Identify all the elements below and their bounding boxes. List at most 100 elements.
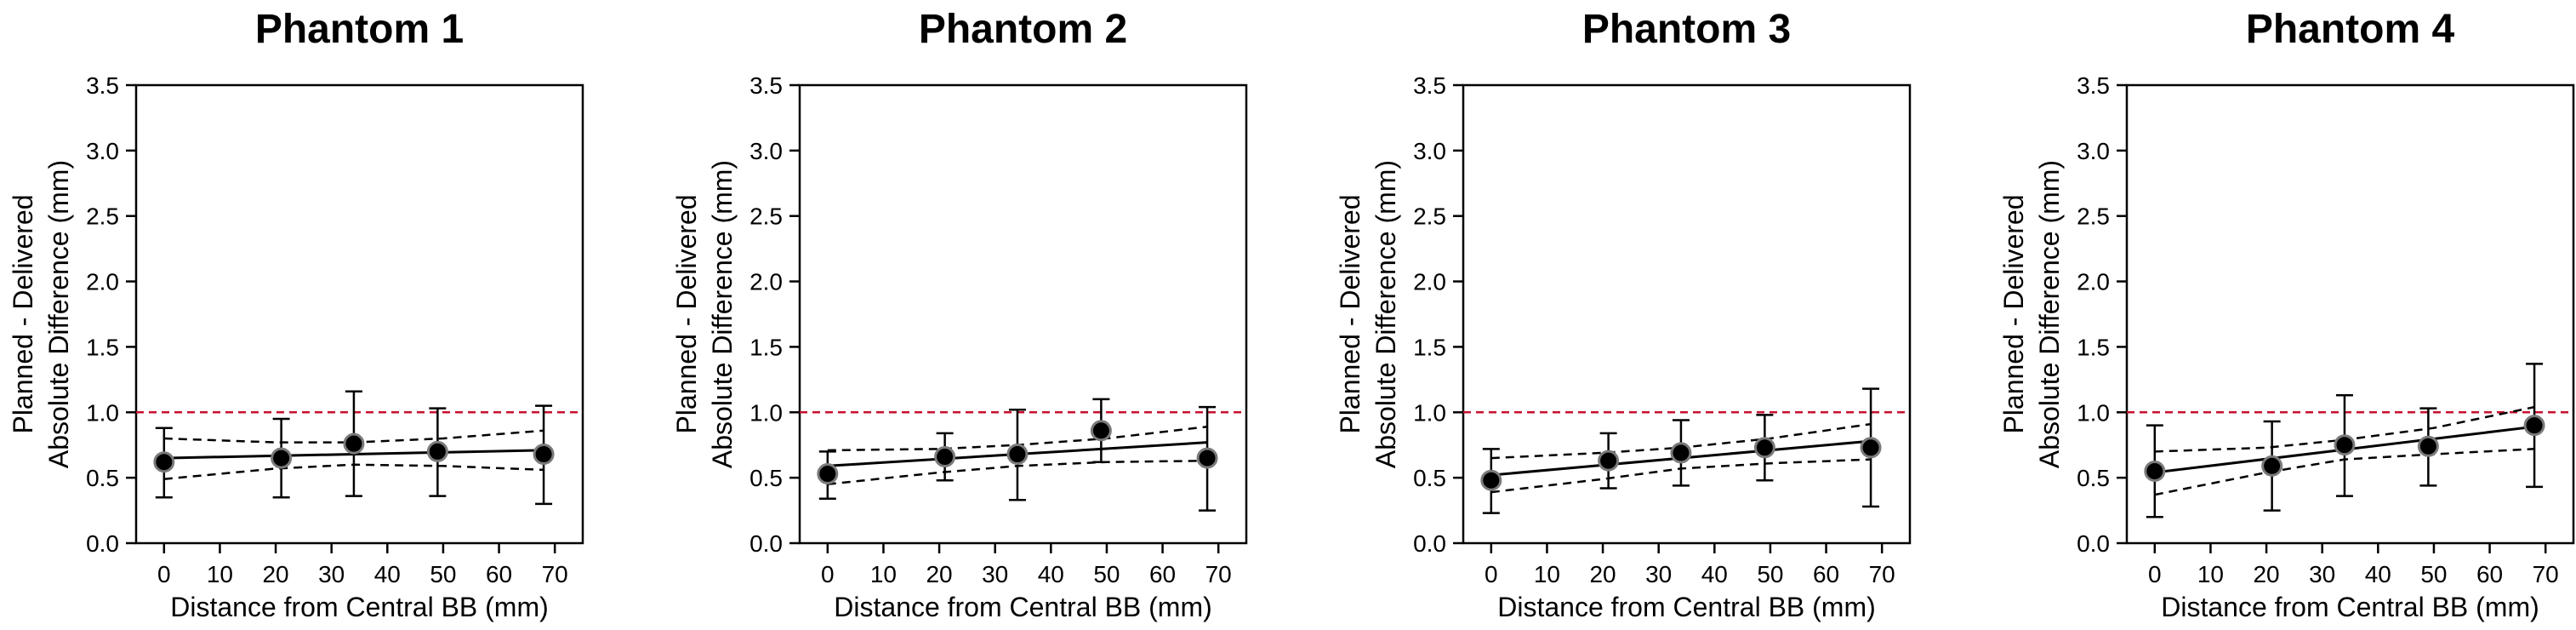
x-tick-label: 10 xyxy=(870,561,897,587)
data-point xyxy=(1753,437,1775,459)
y-tick-label: 3.5 xyxy=(2077,72,2110,99)
data-point xyxy=(1196,447,1218,469)
panel-2: Phantom 2 0.0 0.5 1.0 1.5 2.0 2.5 3.0 3.5 0 10 20 30… xyxy=(671,7,1248,622)
data-point xyxy=(2261,455,2283,477)
x-tick-label: 50 xyxy=(430,561,456,587)
panel-4: Phantom 4 0.0 0.5 1.0 1.5 2.0 2.5 3.0 3.5 0 10 20 30… xyxy=(1998,7,2575,622)
x-tick-label: 70 xyxy=(542,561,568,587)
plot-frame xyxy=(1462,83,1912,545)
data-point xyxy=(1090,420,1112,442)
y-tick-label: 1.0 xyxy=(749,399,783,426)
data-point xyxy=(2523,415,2545,437)
y-tick-label: 3.5 xyxy=(86,72,119,99)
y-axis-label-line-1: Planned - Delivered xyxy=(1998,194,2029,433)
x-tick-label: 70 xyxy=(1205,561,1232,587)
x-tick-label: 30 xyxy=(2309,561,2335,587)
x-axis-label: Distance from Central BB (mm) xyxy=(170,592,549,622)
x-tick-label: 0 xyxy=(157,561,171,587)
plot-frame xyxy=(134,83,584,545)
y-tick-label: 3.5 xyxy=(1413,72,1446,99)
x-tick-label: 30 xyxy=(1645,561,1672,587)
chart-title: Phantom 1 xyxy=(255,7,464,52)
y-tick-label: 0.5 xyxy=(749,465,783,491)
x-tick-label: 50 xyxy=(2420,561,2447,587)
y-tick-label: 2.5 xyxy=(2077,203,2110,230)
y-tick-label: 3.0 xyxy=(86,138,119,164)
y-tick-label: 2.0 xyxy=(86,269,119,295)
x-tick-label: 10 xyxy=(2197,561,2224,587)
x-tick-label: 50 xyxy=(1093,561,1120,587)
data-point xyxy=(817,463,839,485)
data-point xyxy=(153,451,175,473)
x-axis-label: Distance from Central BB (mm) xyxy=(2161,592,2539,622)
y-tick-label: 1.0 xyxy=(2077,399,2110,426)
y-axis-label-line-2: Absolute Difference (mm) xyxy=(707,160,738,468)
chart-title: Phantom 2 xyxy=(919,7,1127,52)
x-tick-label: 40 xyxy=(2365,561,2391,587)
y-tick-label: 2.0 xyxy=(1413,269,1446,295)
data-point xyxy=(2144,460,2166,482)
y-axis-label-line-1: Planned - Delivered xyxy=(671,194,702,433)
y-tick-label: 2.5 xyxy=(1413,203,1446,230)
y-tick-label: 1.0 xyxy=(1413,399,1446,426)
plot-frame xyxy=(798,83,1248,545)
y-tick-label: 0.0 xyxy=(86,530,119,557)
data-point xyxy=(2417,435,2439,457)
x-tick-label: 50 xyxy=(1757,561,1783,587)
x-tick-label: 20 xyxy=(262,561,288,587)
x-tick-label: 40 xyxy=(1038,561,1064,587)
y-axis-label-line-1: Planned - Delivered xyxy=(8,194,38,433)
x-axis-label: Distance from Central BB (mm) xyxy=(834,592,1212,622)
y-tick-label: 2.5 xyxy=(86,203,119,230)
data-point xyxy=(426,440,448,462)
data-point xyxy=(533,443,555,465)
y-tick-label: 1.5 xyxy=(1413,334,1446,360)
y-tick-label: 2.0 xyxy=(749,269,783,295)
y-axis-label-line-2: Absolute Difference (mm) xyxy=(2034,160,2065,468)
x-tick-label: 20 xyxy=(926,561,952,587)
x-tick-label: 60 xyxy=(1813,561,1839,587)
y-tick-label: 3.5 xyxy=(749,72,783,99)
data-point xyxy=(1670,442,1692,464)
y-axis-label-line-2: Absolute Difference (mm) xyxy=(1371,160,1401,468)
x-tick-label: 10 xyxy=(1534,561,1560,587)
y-tick-label: 0.0 xyxy=(1413,530,1446,557)
x-tick-label: 40 xyxy=(374,561,401,587)
x-tick-label: 20 xyxy=(2253,561,2279,587)
y-axis-label-line-2: Absolute Difference (mm) xyxy=(43,160,74,468)
y-tick-label: 2.0 xyxy=(2077,269,2110,295)
y-axis-label-line-1: Planned - Delivered xyxy=(1335,194,1365,433)
data-point xyxy=(934,446,956,468)
data-point xyxy=(1006,443,1029,465)
data-point xyxy=(2334,434,2356,456)
x-tick-label: 70 xyxy=(2533,561,2559,587)
x-tick-label: 30 xyxy=(982,561,1008,587)
data-point xyxy=(1480,469,1502,491)
y-tick-label: 0.5 xyxy=(2077,465,2110,491)
y-tick-label: 1.5 xyxy=(2077,334,2110,360)
data-point xyxy=(1860,437,1882,459)
y-tick-label: 1.5 xyxy=(86,334,119,360)
x-tick-label: 40 xyxy=(1701,561,1728,587)
x-tick-label: 0 xyxy=(1485,561,1498,587)
panel-3: Phantom 3 0.0 0.5 1.0 1.5 2.0 2.5 3.0 3.5 0 10 20 30… xyxy=(1335,7,1912,622)
y-tick-label: 0.5 xyxy=(86,465,119,491)
y-tick-label: 3.0 xyxy=(2077,138,2110,164)
y-tick-label: 3.0 xyxy=(749,138,783,164)
x-tick-label: 60 xyxy=(1149,561,1176,587)
x-tick-label: 0 xyxy=(2148,561,2162,587)
x-tick-label: 60 xyxy=(486,561,512,587)
y-tick-label: 0.0 xyxy=(749,530,783,557)
data-point xyxy=(343,432,365,455)
x-tick-label: 0 xyxy=(821,561,835,587)
y-tick-label: 0.5 xyxy=(1413,465,1446,491)
x-tick-label: 30 xyxy=(318,561,345,587)
data-point xyxy=(271,447,293,469)
chart-title: Phantom 4 xyxy=(2246,7,2455,52)
y-tick-label: 1.0 xyxy=(86,399,119,426)
chart-title: Phantom 3 xyxy=(1582,7,1791,52)
x-axis-label: Distance from Central BB (mm) xyxy=(1497,592,1876,622)
panel-1: Phantom 1 0.0 0.5 1.0 1.5 2.0 2.5 3.0 3.5 0 10 20 30… xyxy=(8,7,584,622)
plot-frame xyxy=(2125,83,2575,545)
